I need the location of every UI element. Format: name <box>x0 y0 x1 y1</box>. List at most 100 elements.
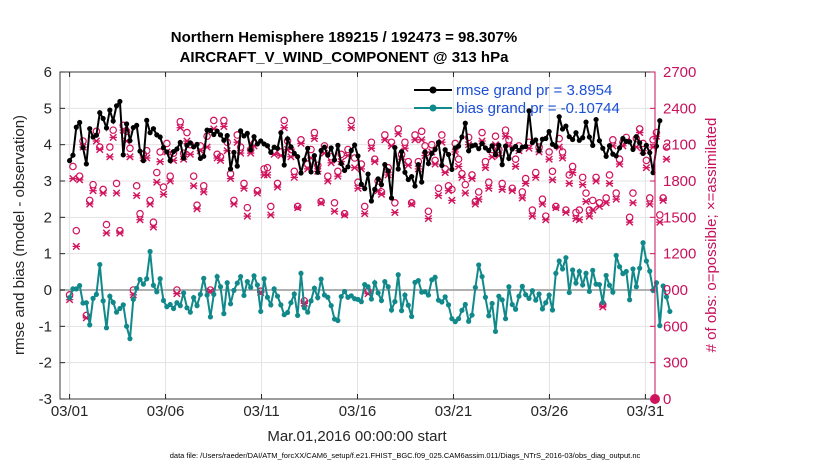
y-tick-label-right: 2400 <box>663 100 696 117</box>
bias-point <box>325 294 331 300</box>
obs-assimilated-point <box>149 223 158 231</box>
y-tick-label-left: 1 <box>44 246 52 263</box>
obs-assimilated-point <box>448 196 456 205</box>
rmse-point <box>640 150 646 156</box>
obs-possible-point <box>310 128 319 137</box>
rmse-point <box>318 147 324 154</box>
bias-point <box>640 240 646 246</box>
rmse-point <box>325 152 331 158</box>
rmse-point <box>445 151 452 158</box>
bias-point <box>660 283 666 289</box>
obs-assimilated-point <box>558 154 567 162</box>
obs-possible-point <box>484 178 493 187</box>
bias-point <box>295 312 301 319</box>
obs-possible-point <box>334 167 342 176</box>
rmse-point <box>221 137 227 143</box>
rmse-point <box>455 143 462 149</box>
obs-assimilated-point <box>220 122 228 131</box>
x-axis-label: Mar.01,2016 00:00:00 start <box>267 428 447 445</box>
bias-point <box>630 266 636 272</box>
rmse-point <box>224 132 230 139</box>
bias-point <box>553 270 559 276</box>
bias-point <box>583 270 589 276</box>
rmse-point <box>274 145 281 151</box>
bias-point <box>248 284 254 291</box>
bias-point <box>459 307 465 313</box>
obs-possible-point <box>427 140 436 149</box>
obs-assimilated-point <box>324 177 332 185</box>
rmse-point <box>288 144 294 150</box>
obs-possible-point <box>588 196 597 205</box>
obs-possible-point <box>552 202 560 211</box>
bias-point <box>365 284 371 290</box>
bias-point <box>278 302 284 308</box>
rmse-point <box>466 148 472 154</box>
rmse-point <box>566 134 572 140</box>
obs-assimilated-point <box>629 199 637 207</box>
bias-point <box>539 306 546 312</box>
y-tick-label-right: 1200 <box>663 246 696 263</box>
bias-point <box>147 248 153 255</box>
bias-point <box>402 292 408 298</box>
obs-assimilated-point <box>599 303 607 311</box>
obs-possible-point <box>220 116 228 125</box>
obs-assimilated-point <box>297 139 305 148</box>
y-tick-label-right: 600 <box>663 318 688 335</box>
rmse-point <box>234 163 240 169</box>
obs-assimilated-point <box>317 199 325 207</box>
rmse-point <box>231 149 237 155</box>
obs-assimilated-point <box>605 179 614 188</box>
obs-assimilated-point <box>434 191 443 200</box>
bias-point <box>137 276 143 283</box>
bias-point <box>462 301 468 308</box>
bias-point <box>657 323 663 329</box>
rmse-point <box>449 166 455 172</box>
obs-possible-point <box>629 189 637 197</box>
obs-assimilated-point <box>454 162 463 171</box>
x-tick-label: 03/06 <box>147 403 185 420</box>
rmse-point <box>442 147 448 153</box>
obs-possible-point <box>391 199 399 207</box>
rmse-point <box>409 174 415 180</box>
bias-point <box>425 292 432 298</box>
rmse-point <box>462 120 468 126</box>
rmse-point <box>345 164 351 170</box>
rmse-point <box>321 144 328 150</box>
bias-point <box>606 282 613 288</box>
obs-possible-point <box>642 156 651 165</box>
obs-possible-point <box>448 185 456 194</box>
bias-point <box>271 286 277 292</box>
x-tick-label: 03/01 <box>51 403 89 420</box>
bias-point <box>563 255 569 261</box>
rmse-point <box>398 148 405 155</box>
obs-assimilated-point <box>136 216 144 224</box>
rmse-point <box>217 132 224 138</box>
obs-assimilated-point <box>371 157 379 166</box>
bias-point <box>523 292 529 298</box>
rmse-point <box>80 144 86 151</box>
obs-assimilated-point <box>545 155 553 163</box>
bias-point <box>174 300 180 306</box>
bias-point <box>502 316 509 322</box>
bias-point <box>288 300 294 306</box>
obs-assimilated-point <box>226 174 235 183</box>
rmse-point <box>164 149 170 155</box>
obs-possible-point <box>528 206 537 214</box>
series-lines <box>66 98 673 342</box>
bias-point <box>616 264 623 270</box>
rmse-point <box>489 143 495 149</box>
rmse-point <box>157 134 163 140</box>
rmse-point <box>637 140 643 146</box>
bias-point <box>244 279 250 285</box>
rmse-point <box>563 123 569 129</box>
axis-ticks: 03/01 03/06 03/11 03/16 03/21 03/26 03/31 -3 -2 -… <box>39 64 697 420</box>
rmse-point <box>603 153 609 159</box>
rmse-point <box>341 167 348 174</box>
bias-point <box>466 318 472 324</box>
bias-point <box>83 300 89 306</box>
obs-assimilated-point <box>418 136 426 144</box>
rmse-point <box>392 144 398 151</box>
rmse-point <box>620 135 626 142</box>
bias-point <box>100 298 106 304</box>
rmse-point <box>506 155 512 162</box>
